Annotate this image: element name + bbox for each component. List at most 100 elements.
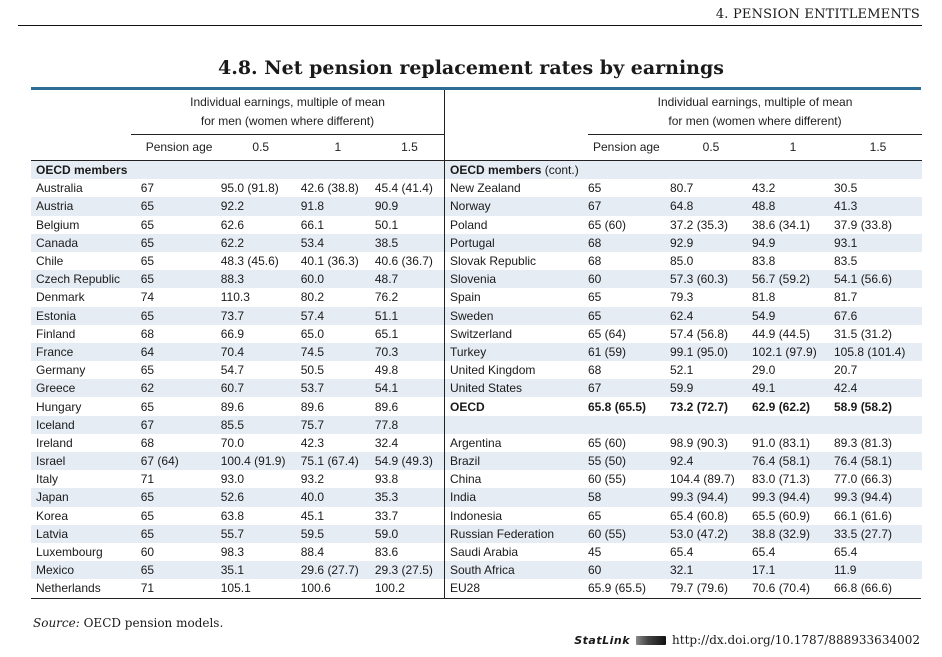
rate-0-5-cell: 48.3 (45.6) <box>220 254 279 269</box>
rate-0-5-cell: 70.4 <box>220 344 245 359</box>
pension-age-cell: 60 <box>140 545 155 560</box>
earnings-header-line2: for men (women where different) <box>200 114 375 128</box>
pension-age-cell: 65 <box>140 490 155 505</box>
country-cell: Denmark <box>36 290 85 305</box>
pension-age-cell: 65 <box>140 399 155 414</box>
rate-1-cell: 17.1 <box>752 563 776 578</box>
table-row: France 64 70.4 74.5 70.3 <box>31 342 444 362</box>
pension-age-cell: 68 <box>588 363 602 378</box>
column-header-rule <box>31 160 444 161</box>
rate-1-5-cell: 83.5 <box>834 254 858 269</box>
country-cell: Belgium <box>36 217 80 232</box>
pension-age-cell: 74 <box>140 290 155 305</box>
col-1: 1 <box>789 140 797 154</box>
rate-1-cell: 53.7 <box>300 381 325 396</box>
statlink[interactable]: StatLink http://dx.doi.org/10.1787/88893… <box>574 633 920 647</box>
country-cell: Turkey <box>450 344 487 359</box>
table-row: Canada 65 62.2 53.4 38.5 <box>31 233 444 252</box>
pension-age-cell: 65 <box>140 254 155 269</box>
rate-0-5-cell: 95.0 (91.8) <box>220 181 279 196</box>
statlink-url[interactable]: http://dx.doi.org/10.1787/888933634002 <box>672 633 920 647</box>
country-cell: Slovak Republic <box>450 254 537 269</box>
rate-1-cell: 65.0 <box>300 326 325 341</box>
rate-1-5-cell: 77.0 (66.3) <box>834 472 893 487</box>
table-row: Norway 67 64.8 48.8 41.3 <box>445 197 922 216</box>
rate-1-5-cell: 48.7 <box>374 272 399 287</box>
rate-1-cell: 65.4 <box>752 545 776 560</box>
pension-age-cell: 65.8 (65.5) <box>588 399 647 414</box>
rate-1-5-cell: 42.4 <box>834 381 858 396</box>
country-cell: Sweden <box>450 308 494 323</box>
table-left-half: Individual earnings, multiple of mean fo… <box>31 90 444 598</box>
table-row: Germany 65 54.7 50.5 49.8 <box>31 361 444 379</box>
table-row: Argentina 65 (60) 98.9 (90.3) 91.0 (83.1) 89… <box>445 434 922 452</box>
rate-1-cell: 100.6 <box>300 581 331 596</box>
rate-0-5-cell: 62.4 <box>670 308 694 323</box>
rate-1-cell: 88.4 <box>300 545 325 560</box>
rate-1-5-cell: 89.3 (81.3) <box>834 435 893 450</box>
table-row: Sweden 65 62.4 54.9 67.6 <box>445 306 922 325</box>
rate-0-5-cell: 65.4 (60.8) <box>670 508 729 523</box>
rate-1-5-cell: 41.3 <box>834 199 858 214</box>
country-cell: Israel <box>36 454 66 469</box>
rate-1-5-cell: 90.9 <box>374 199 399 214</box>
col-1-5: 1.5 <box>869 140 887 154</box>
rate-0-5-cell: 85.0 <box>670 254 694 269</box>
pension-age-cell: 65 <box>140 308 155 323</box>
rate-0-5-cell: 89.6 <box>220 399 245 414</box>
table-row: Mexico 65 35.1 29.6 (27.7) 29.3 (27.5) <box>31 561 444 580</box>
rate-1-cell: 102.1 (97.9) <box>752 344 817 359</box>
rate-1-cell: 38.6 (34.1) <box>752 217 811 232</box>
rate-1-5-cell: 54.9 (49.3) <box>374 454 433 469</box>
rate-1-cell: 89.6 <box>300 399 325 414</box>
rate-0-5-cell: 70.0 <box>220 435 245 450</box>
country-cell: Poland <box>450 217 488 232</box>
rate-1-5-cell: 11.9 <box>834 563 857 578</box>
pension-age-cell: 65 <box>140 563 155 578</box>
pension-age-cell: 67 <box>140 417 155 432</box>
rate-1-cell: 54.9 <box>752 308 776 323</box>
country-cell: Canada <box>36 235 79 250</box>
pension-age-cell: 65 <box>588 508 602 523</box>
country-cell: South Africa <box>450 563 515 578</box>
rate-1-cell: 75.7 <box>300 417 325 432</box>
rate-1-5-cell: 66.1 (61.6) <box>834 508 893 523</box>
table-top-rule <box>31 87 921 90</box>
rate-0-5-cell: 93.0 <box>220 472 245 487</box>
pension-age-cell: 45 <box>588 545 602 560</box>
rate-1-5-cell: 105.8 (101.4) <box>834 344 906 359</box>
pension-age-cell: 65 <box>588 308 602 323</box>
pension-age-cell: 68 <box>140 435 155 450</box>
group-row-oecd-members: OECD members <box>31 161 444 180</box>
table-row: Turkey 61 (59) 99.1 (95.0) 102.1 (97.9) 105.… <box>445 342 922 362</box>
right-table-body: New Zealand 65 80.7 43.2 30.5 Norway 67 64.8 48.… <box>445 179 922 597</box>
country-cell: United States <box>450 381 523 396</box>
rate-1-5-cell: 65.4 <box>834 545 858 560</box>
rate-0-5-cell: 73.2 (72.7) <box>670 399 729 414</box>
table-row: EU28 65.9 (65.5) 79.7 (79.6) 70.6 (70.4) 66.… <box>445 579 922 597</box>
rate-0-5-cell: 88.3 <box>220 272 245 287</box>
col-0-5: 0.5 <box>702 140 720 154</box>
table-row: United Kingdom 68 52.1 29.0 20.7 <box>445 361 922 379</box>
country-cell: France <box>36 344 74 359</box>
replacement-rates-table: Individual earnings, multiple of mean fo… <box>31 87 922 599</box>
table-row: New Zealand 65 80.7 43.2 30.5 <box>445 179 922 197</box>
rate-0-5-cell: 104.4 (89.7) <box>670 472 735 487</box>
rate-1-5-cell: 30.5 <box>834 181 858 196</box>
earnings-header-line1: Individual earnings, multiple of mean <box>657 95 853 109</box>
country-cell: Netherlands <box>36 581 101 596</box>
rate-1-cell: 29.6 (27.7) <box>300 563 359 578</box>
rate-1-5-cell: 76.2 <box>374 290 399 305</box>
table-row: Portugal 68 92.9 94.9 93.1 <box>445 233 922 252</box>
rate-1-cell: 93.2 <box>300 472 325 487</box>
country-cell: Italy <box>36 472 59 487</box>
rate-1-5-cell: 54.1 (56.6) <box>834 272 893 287</box>
table-row: Hungary 65 89.6 89.6 89.6 <box>31 397 444 415</box>
table-row: Estonia 65 73.7 57.4 51.1 <box>31 306 444 325</box>
country-cell: New Zealand <box>450 181 521 196</box>
country-cell: Japan <box>36 490 69 505</box>
rate-1-5-cell: 67.6 <box>834 308 858 323</box>
rate-0-5-cell: 79.7 (79.6) <box>670 581 729 596</box>
rate-1-5-cell: 31.5 (31.2) <box>834 326 893 341</box>
table-row: Slovenia 60 57.3 (60.3) 56.7 (59.2) 54.1 (56… <box>445 270 922 289</box>
